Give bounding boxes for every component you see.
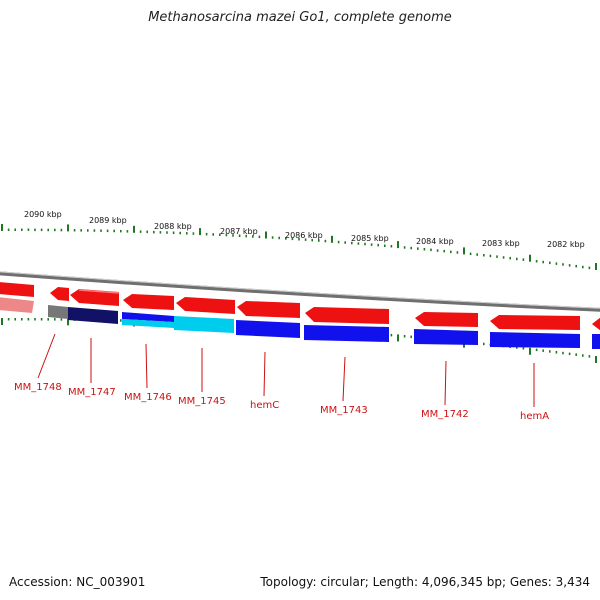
gene-label-mm1743: MM_1743 xyxy=(320,405,368,416)
gene-forward-8 xyxy=(415,312,478,327)
gene-label-hemc: hemC xyxy=(250,400,279,411)
gene-blue-hemc xyxy=(236,320,300,338)
gene-forward-1 xyxy=(0,282,34,297)
genome-summary-text: Topology: circular; Length: 4,096,345 bp… xyxy=(260,575,590,589)
gene-gray-mm1748 xyxy=(48,305,68,319)
leader-mm1748 xyxy=(37,333,56,379)
gene-blue-mm1746 xyxy=(122,312,174,322)
gene-blue-mm1742 xyxy=(414,329,478,345)
gene-forward-7 xyxy=(305,307,389,324)
gene-label-mm1745: MM_1745 xyxy=(178,396,226,407)
map-title: Methanosarcina mazei Go1, complete genom… xyxy=(148,10,452,25)
gene-label-hema: hemA xyxy=(520,411,549,422)
gene-forward-2 xyxy=(50,287,69,301)
gene-label-mm1747: MM_1747 xyxy=(68,387,116,398)
kbp-label-2088: 2088 kbp xyxy=(154,222,192,231)
genome-backbone xyxy=(0,271,600,312)
gene-blue-hema xyxy=(490,332,580,348)
gene-forward-5 xyxy=(176,297,235,314)
gene-forward-highlight xyxy=(78,289,120,294)
gene-cyan-mm1745 xyxy=(174,316,234,333)
gene-forward-10 xyxy=(592,317,600,331)
gene-cyan-mm1746 xyxy=(122,319,174,328)
leader-hemc xyxy=(263,351,266,397)
gene-navy-mm1747 xyxy=(68,307,118,324)
gene-labels: MM_1748 MM_1747 MM_1746 MM_1745 hemC MM_… xyxy=(14,382,549,422)
gene-label-mm1748: MM_1748 xyxy=(14,382,62,393)
kbp-scale: 2090 kbp 2089 kbp 2088 kbp 2087 kbp 2086… xyxy=(24,210,585,249)
kbp-label-2090: 2090 kbp xyxy=(24,210,62,219)
kbp-label-2082: 2082 kbp xyxy=(547,240,585,249)
gene-forward-3 xyxy=(70,289,119,306)
leader-mm1742 xyxy=(444,360,447,406)
accession-text: Accession: NC_003901 xyxy=(9,575,146,589)
forward-strand-genes xyxy=(0,282,600,331)
genome-backbone-highlight xyxy=(0,271,600,309)
gene-forward-9 xyxy=(490,315,580,330)
leader-mm1746 xyxy=(145,343,148,389)
gene-label-mm1742: MM_1742 xyxy=(421,409,469,420)
leader-mm1743 xyxy=(342,356,346,402)
gene-forward-6 xyxy=(237,301,300,318)
gene-label-mm1746: MM_1746 xyxy=(124,392,172,403)
outer-tick-ring xyxy=(1,224,597,270)
kbp-label-2089: 2089 kbp xyxy=(89,216,127,225)
gene-leader-lines xyxy=(37,333,535,407)
gene-blue-mm1743 xyxy=(304,325,389,342)
gene-blue-right xyxy=(592,334,600,349)
reverse-strand-genes xyxy=(0,297,600,349)
kbp-label-2084: 2084 kbp xyxy=(416,237,454,246)
gene-forward-4 xyxy=(123,294,174,310)
kbp-label-2086: 2086 kbp xyxy=(285,231,323,240)
kbp-label-2083: 2083 kbp xyxy=(482,239,520,248)
kbp-label-2085: 2085 kbp xyxy=(351,234,389,243)
gene-pink-mm1748 xyxy=(0,297,34,313)
kbp-label-2087: 2087 kbp xyxy=(220,227,258,236)
